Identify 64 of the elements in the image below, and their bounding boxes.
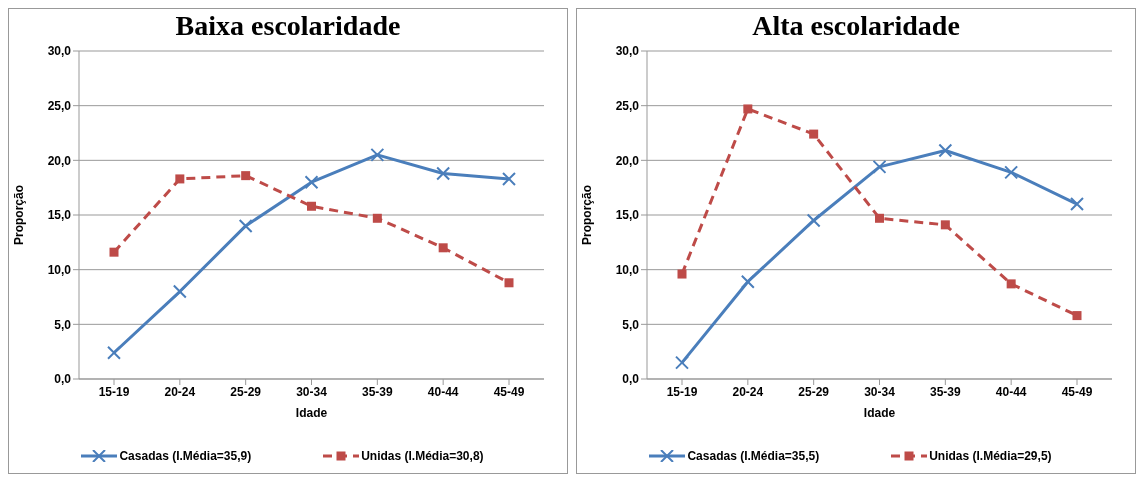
x-tick-label: 35-39: [929, 384, 961, 399]
point: [875, 213, 884, 223]
y-tick-label: 20,0: [615, 153, 640, 168]
point: [1004, 165, 1019, 180]
x-tick-label: 45-49: [493, 384, 525, 399]
chart-title: Alta escolaridade: [751, 9, 961, 43]
x-axis-title: Idade: [295, 406, 328, 420]
y-tick-label: 15,0: [47, 208, 72, 223]
y-tick-label: 5,0: [54, 317, 72, 332]
point: [806, 213, 821, 228]
y-tick-label: 25,0: [47, 98, 72, 113]
point: [1072, 311, 1082, 321]
point: [743, 104, 753, 114]
y-axis-title: Proporção: [580, 184, 595, 246]
y-tick-label: 15,0: [615, 208, 640, 223]
y-tick-label: 0,0: [622, 372, 640, 387]
point: [504, 278, 514, 288]
x-tick-label: 15-19: [666, 384, 698, 399]
y-tick-label: 10,0: [47, 262, 72, 277]
legend-label: Casadas (I.Média=35,9): [119, 449, 252, 463]
legend-label: Unidas (I.Média=30,8): [361, 449, 484, 463]
y-tick-label: 30,0: [615, 44, 640, 59]
x-axis-title: Idade: [863, 406, 896, 420]
point: [677, 269, 687, 279]
point: [872, 159, 887, 174]
point: [372, 213, 382, 223]
point: [1070, 197, 1084, 212]
x-tick-label: 45-49: [1061, 384, 1093, 399]
x-tick-label: 25-29: [798, 384, 830, 399]
point: [175, 174, 185, 184]
legend-label: Casadas (I.Média=35,5): [687, 449, 820, 463]
point: [1006, 279, 1016, 289]
x-tick-label: 35-39: [361, 384, 393, 399]
point: [307, 201, 316, 211]
chart-title: Baixa escolaridade: [174, 9, 402, 43]
point: [938, 143, 953, 158]
point: [436, 166, 451, 181]
x-tick-label: 30-34: [864, 384, 896, 399]
legend-label: Unidas (I.Média=29,5): [929, 449, 1052, 463]
point: [370, 147, 385, 162]
x-tick-label: 20-24: [164, 384, 196, 399]
y-tick-label: 10,0: [615, 262, 640, 277]
y-tick-label: 25,0: [615, 98, 640, 113]
x-tick-label: 40-44: [427, 384, 459, 399]
point: [241, 171, 251, 181]
y-tick-label: 20,0: [47, 153, 72, 168]
y-axis-title: Proporção: [12, 184, 27, 246]
y-tick-label: 5,0: [622, 317, 640, 332]
point: [502, 171, 516, 186]
point: [940, 220, 950, 230]
point: [109, 247, 119, 257]
point: [438, 243, 448, 253]
x-tick-label: 15-19: [98, 384, 130, 399]
x-tick-label: 30-34: [296, 384, 328, 399]
point: [675, 355, 689, 370]
point: [304, 175, 319, 190]
point: [809, 129, 819, 139]
x-tick-label: 40-44: [995, 384, 1027, 399]
y-tick-label: 0,0: [54, 372, 72, 387]
x-tick-label: 25-29: [230, 384, 262, 399]
point: [740, 274, 755, 289]
y-tick-label: 30,0: [47, 44, 72, 59]
x-tick-label: 20-24: [732, 384, 764, 399]
point: [107, 345, 121, 360]
